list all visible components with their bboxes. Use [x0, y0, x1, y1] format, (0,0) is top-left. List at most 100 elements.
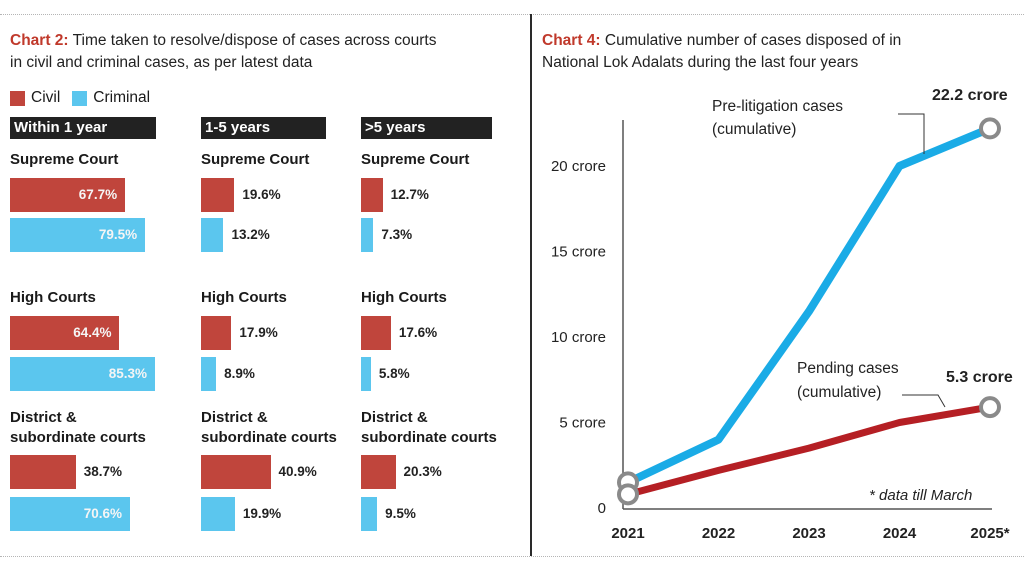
- chart4-title: Chart 4: Cumulative number of cases disp…: [542, 30, 1022, 74]
- court-label-line: High Courts: [361, 289, 447, 306]
- bar-value-label: 19.9%: [242, 506, 282, 521]
- bar-value-label: 40.9%: [278, 464, 317, 479]
- bar-criminal-supreme-court-1: [201, 218, 224, 252]
- court-label-district-subordinate-courts: District & subordinate courts: [201, 408, 366, 448]
- bar-criminal-high-courts-2: [361, 357, 371, 391]
- column-header-2: >5 years: [361, 117, 492, 139]
- bar-civil-high-courts-2: [361, 316, 391, 350]
- court-label-supreme-court: Supreme Court: [361, 150, 526, 170]
- court-label-line: subordinate courts: [201, 429, 337, 446]
- bar-value-label: 17.6%: [398, 325, 438, 340]
- bar-value-label: 8.9%: [224, 366, 255, 381]
- court-label-line: District &: [10, 409, 77, 426]
- court-label-line: District &: [201, 409, 268, 426]
- bar-civil-high-courts-1: [201, 316, 232, 350]
- bar-value-label: 5.8%: [378, 366, 410, 381]
- bar-value-label: 67.7%: [78, 187, 118, 202]
- bar-criminal-district-subordinate-courts-2: [361, 497, 378, 531]
- y-tick-label: 0: [598, 500, 606, 517]
- court-label-district-subordinate-courts: District & subordinate courts: [10, 408, 175, 448]
- x-tick-label: 2022: [702, 525, 735, 542]
- court-label-line: Supreme Court: [361, 151, 470, 168]
- pending-endpoint-marker: [979, 396, 1001, 419]
- court-label-supreme-court: Supreme Court: [201, 150, 366, 170]
- bar-criminal-high-courts-1: [201, 357, 217, 391]
- court-label-high-courts: High Courts: [361, 288, 526, 308]
- chart4-title-prefix: Chart 4:: [542, 32, 601, 49]
- bar-criminal-supreme-court-0: [10, 218, 146, 252]
- y-ticks: 0 5 crore 10 crore 15 crore 20 crore: [551, 158, 606, 517]
- legend-swatch-civil: [10, 90, 25, 106]
- pending-label-line2: (cumulative): [797, 384, 881, 401]
- court-label-line: District &: [361, 409, 428, 426]
- y-tick-label: 20 crore: [551, 158, 606, 175]
- bar-value-label: 38.7%: [83, 464, 123, 479]
- prelit-label-line1: Pre-litigation cases: [712, 98, 843, 115]
- prelit-leader-line: [898, 113, 925, 154]
- bar-criminal-district-subordinate-courts-0: [10, 497, 131, 531]
- bar-civil-district-subordinate-courts-0: [10, 455, 76, 489]
- pending-end-label: 5.3 crore: [946, 369, 1013, 386]
- series-lines: [617, 117, 1001, 506]
- y-tick-label: 5 crore: [559, 415, 606, 432]
- bar-civil-district-subordinate-courts-2: [361, 455, 396, 489]
- column-header-0: Within 1 year: [10, 117, 156, 139]
- chart4-title-line2: National Lok Adalats during the last fou…: [542, 54, 859, 71]
- panel-divider: [530, 14, 532, 556]
- pending-endpoint-marker: [617, 483, 639, 506]
- bar-value-label: 17.9%: [239, 325, 278, 340]
- bar-value-label: 12.7%: [390, 187, 429, 202]
- x-tick-label: 2021: [611, 525, 644, 542]
- bar-civil-district-subordinate-courts-1: [201, 455, 271, 489]
- pending-leader-line: [902, 394, 946, 408]
- chart4-title-line1: Cumulative number of cases disposed of i…: [604, 32, 902, 49]
- bottom-rule: [0, 556, 1024, 557]
- top-rule: [0, 14, 1024, 15]
- court-label-supreme-court: Supreme Court: [10, 150, 175, 170]
- pending-label-line1: Pending cases: [797, 360, 899, 377]
- bar-value-label: 9.5%: [385, 506, 416, 521]
- chart2-legend: Civil Criminal: [10, 87, 162, 109]
- bar-value-label: 70.6%: [83, 506, 123, 521]
- court-label-line: Supreme Court: [10, 151, 119, 168]
- legend-label-civil: Civil: [31, 89, 61, 106]
- x-tick-label: 2023: [792, 525, 825, 542]
- court-label-line: Supreme Court: [201, 151, 310, 168]
- court-label-high-courts: High Courts: [10, 288, 175, 308]
- x-ticks: 2021 2022 2023 2024 2025*: [611, 525, 1009, 542]
- prelit-endpoint-marker: [979, 117, 1001, 140]
- prelit-label-line2: (cumulative): [712, 121, 796, 138]
- bar-civil-high-courts-0: [10, 316, 120, 350]
- column-header-1: 1-5 years: [201, 117, 326, 139]
- legend-swatch-criminal: [72, 90, 88, 106]
- bar-criminal-district-subordinate-courts-1: [201, 497, 235, 531]
- bar-criminal-supreme-court-2: [361, 218, 374, 252]
- bar-criminal-high-courts-0: [10, 357, 155, 391]
- bar-value-label: 64.4%: [73, 325, 112, 340]
- bar-civil-supreme-court-0: [10, 178, 126, 212]
- bar-civil-supreme-court-1: [201, 178, 235, 212]
- bar-value-label: 7.3%: [381, 227, 413, 242]
- footnote: * data till March: [869, 487, 972, 504]
- bar-civil-supreme-court-2: [361, 178, 383, 212]
- bar-value-label: 13.2%: [231, 227, 270, 242]
- y-tick-label: 15 crore: [551, 244, 606, 261]
- chart2-title-line2: in civil and criminal cases, as per late…: [10, 54, 313, 71]
- court-label-line: subordinate courts: [361, 429, 497, 446]
- court-label-district-subordinate-courts: District & subordinate courts: [361, 408, 526, 448]
- x-tick-label: 2025*: [970, 525, 1009, 542]
- x-tick-label: 2024: [883, 525, 917, 542]
- bar-value-label: 20.3%: [403, 464, 442, 479]
- y-tick-label: 10 crore: [551, 329, 606, 346]
- court-label-line: High Courts: [10, 289, 96, 306]
- chart2-title-line1: Time taken to resolve/dispose of cases a…: [72, 32, 437, 49]
- bar-value-label: 85.3%: [108, 366, 147, 381]
- prelit-series-line: [624, 124, 994, 487]
- bar-value-label: 19.6%: [242, 187, 281, 202]
- chart2-title: Chart 2: Time taken to resolve/dispose o…: [10, 30, 525, 74]
- chart2-title-prefix: Chart 2:: [10, 32, 69, 49]
- prelit-end-label: 22.2 crore: [932, 87, 1008, 104]
- bar-value-label: 79.5%: [98, 227, 138, 242]
- legend-label-criminal: Criminal: [93, 89, 151, 106]
